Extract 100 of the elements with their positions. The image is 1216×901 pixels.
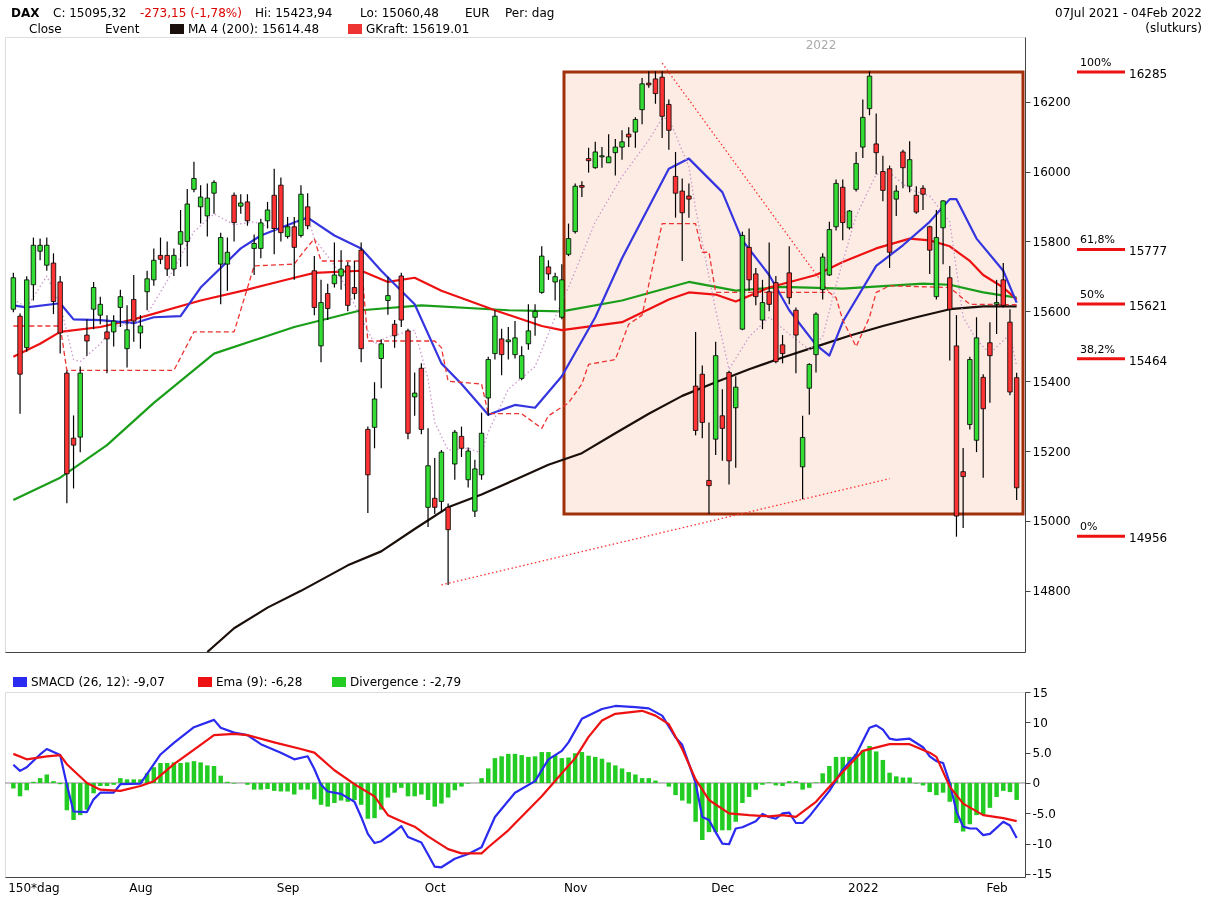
bar [178, 762, 183, 783]
ref-line-label: 14956 [1129, 531, 1168, 546]
candlestick [391, 319, 398, 349]
bar [807, 782, 812, 788]
bar [459, 782, 464, 787]
bar [285, 782, 290, 792]
bar [432, 782, 437, 807]
text: Per: dag [505, 6, 555, 20]
annotation: 50% [1080, 287, 1105, 301]
bar [271, 782, 277, 791]
bar [486, 768, 491, 783]
candlestick [84, 318, 90, 357]
y-tick-label: -15 [1032, 867, 1053, 882]
bar [753, 782, 759, 790]
text: Lo: 15060,48 [360, 6, 439, 20]
line-series [12, 237, 1018, 358]
x-tick-label: Oct [424, 880, 446, 895]
y-tick-label: 16200 [1032, 95, 1071, 110]
x-tick-label: 150*dag [8, 880, 60, 895]
y-tick-label: 15000 [1032, 514, 1071, 529]
bar [867, 745, 872, 783]
chart-title: DAX [11, 6, 41, 20]
bar [98, 782, 103, 787]
candlestick [987, 321, 993, 404]
x-tick-label: 2022 [848, 880, 879, 895]
bar [499, 756, 504, 783]
annotation: 100% [1080, 55, 1112, 69]
annotation: 61,8% [1080, 233, 1115, 247]
bar [37, 778, 43, 783]
bar [639, 778, 645, 783]
legend-label: MA 4 (200): 15614.48 [188, 22, 320, 36]
bar [593, 756, 598, 783]
bar [191, 761, 197, 783]
candlestick [706, 421, 712, 515]
bar [633, 774, 638, 783]
bar [251, 782, 257, 790]
legend-label: GKraft: 15619.01 [366, 22, 470, 36]
candlestick [124, 304, 130, 369]
bar [646, 778, 652, 783]
line-series [206, 305, 1018, 652]
y-tick-label: -10 [1032, 837, 1053, 852]
y-tick-label: 15 [1032, 685, 1048, 700]
bar [1014, 782, 1019, 800]
bar [653, 780, 658, 783]
text: Event [105, 22, 140, 36]
bar [44, 774, 50, 783]
bar [686, 782, 692, 804]
bar [419, 782, 424, 795]
text: Hi: 15423,94 [255, 6, 333, 20]
ref-line-label: 16285 [1129, 66, 1168, 81]
y-tick-label: 15800 [1032, 234, 1071, 249]
bar [372, 782, 377, 819]
bar [780, 782, 785, 787]
bar [733, 782, 738, 822]
bar [205, 765, 210, 783]
x-tick-label: Aug [129, 880, 153, 895]
bar [399, 782, 404, 788]
bar [720, 782, 725, 831]
candlestick [632, 116, 639, 149]
bar [185, 762, 190, 783]
y-tick-label: 5.0 [1032, 746, 1052, 761]
annotation: 38,2% [1080, 342, 1115, 356]
ref-line-label: 15777 [1129, 244, 1168, 259]
bar [820, 773, 825, 783]
candlestick [873, 112, 879, 175]
bar [740, 782, 745, 803]
bar [679, 782, 685, 801]
bar [445, 782, 451, 798]
candlestick [385, 276, 391, 316]
bar [439, 782, 444, 804]
bar [24, 782, 29, 791]
bar [305, 782, 310, 790]
text: (slutkurs) [1145, 21, 1202, 35]
bar [974, 782, 979, 816]
line-series [12, 280, 1018, 502]
ref-line-label: 15621 [1129, 298, 1168, 313]
candlestick [137, 314, 144, 350]
bar [613, 765, 618, 783]
bar [312, 782, 317, 800]
bar [124, 779, 130, 783]
legend-label: SMACD (26, 12): -9,07 [31, 675, 165, 689]
bar [873, 751, 879, 783]
bar [298, 782, 304, 790]
bar [927, 782, 932, 793]
candlestick [525, 303, 532, 351]
bar [526, 756, 531, 783]
bar [385, 782, 391, 798]
bar [606, 762, 611, 783]
candlestick [532, 303, 538, 337]
legend-label: Divergence : -2,79 [350, 675, 462, 689]
bar [218, 775, 223, 783]
bar [894, 776, 899, 783]
bar [934, 782, 939, 796]
bar [412, 782, 417, 797]
bar [827, 766, 832, 783]
y-tick-label: 15400 [1032, 374, 1071, 389]
annotation: 0% [1080, 520, 1098, 534]
y-tick-label: -5.0 [1032, 806, 1056, 821]
bar [800, 782, 805, 790]
bar [907, 777, 912, 783]
